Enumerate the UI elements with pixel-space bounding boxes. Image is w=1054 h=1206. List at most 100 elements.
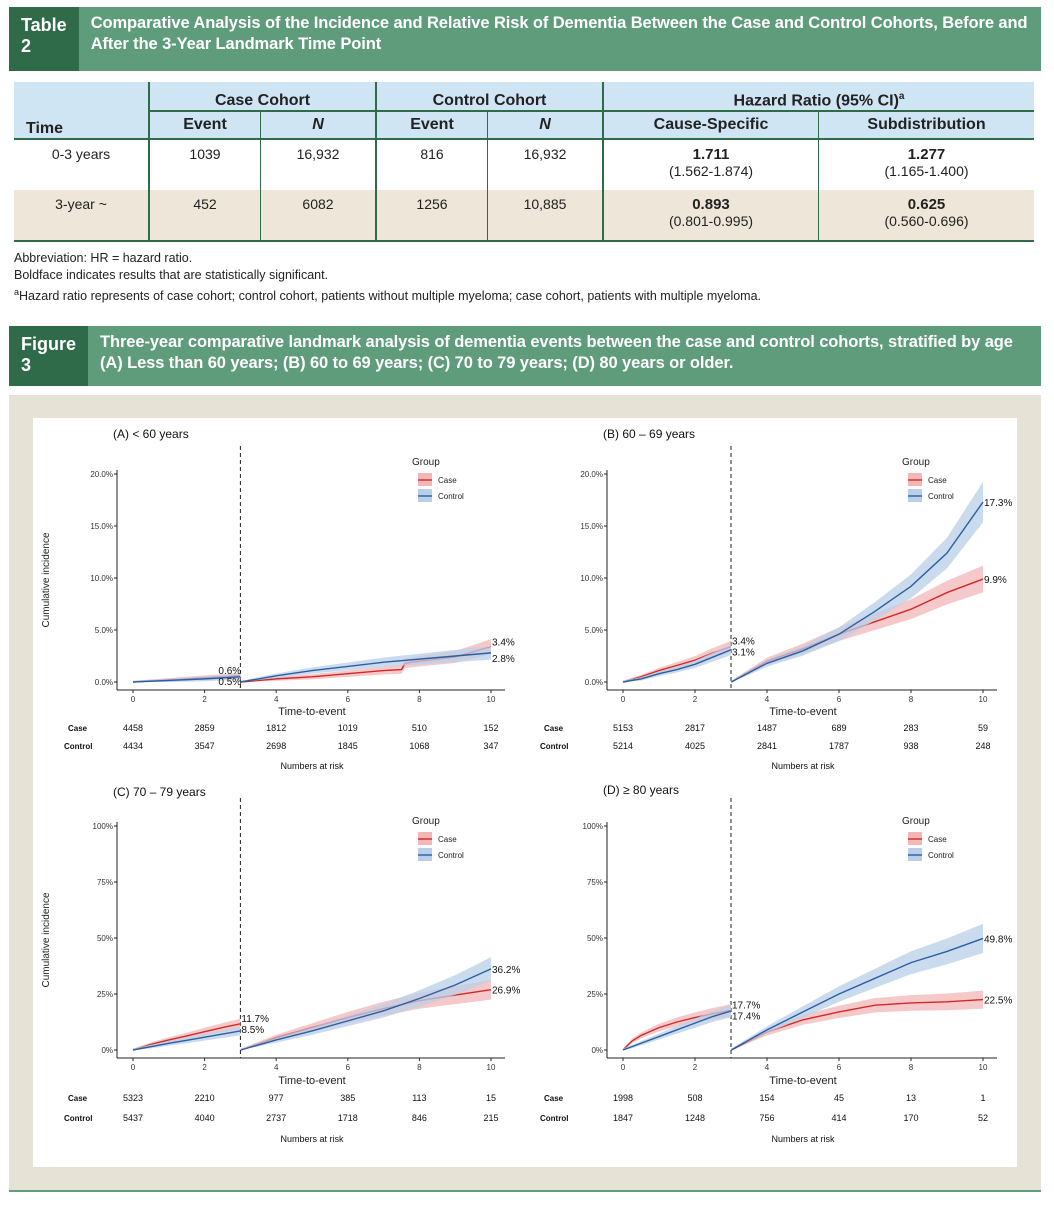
legend-entry-case: Case	[928, 476, 947, 485]
x-tick-label: 8	[909, 1063, 914, 1072]
chart-title: (C) 70 – 79 years	[113, 785, 206, 799]
x-tick-label: 6	[346, 695, 351, 704]
ci-band-control	[133, 1026, 241, 1050]
risk-value: 1998	[613, 1093, 633, 1103]
cell-subdistribution: 1.277 (1.165-1.400)	[818, 139, 1034, 190]
landmark-label-case: 11.7%	[241, 1014, 269, 1025]
risk-value: 1845	[338, 741, 358, 751]
risk-value: 5437	[123, 1113, 143, 1123]
landmark-label-control: 3.1%	[732, 648, 755, 659]
legend-entry-control: Control	[928, 851, 954, 860]
legend-entry-control: Control	[928, 492, 954, 501]
x-tick-label: 10	[487, 695, 496, 704]
y-tick-label: 5.0%	[95, 626, 113, 635]
risk-value: 283	[903, 723, 918, 733]
ci-value: (1.165-1.400)	[884, 163, 969, 179]
y-tick-label: 50%	[587, 934, 603, 943]
risk-value: 1847	[613, 1113, 633, 1123]
x-tick-label: 0	[621, 695, 626, 704]
x-tick-label: 4	[765, 695, 770, 704]
risk-value: 1019	[338, 723, 358, 733]
header-case-event: Event	[148, 110, 261, 139]
chart-title: (D) ≥ 80 years	[603, 783, 679, 797]
series-line-control	[622, 1010, 732, 1051]
cell-case-event: 452	[148, 190, 261, 241]
bottom-rule	[9, 1190, 1041, 1192]
landmark-label-control: 17.4%	[732, 1011, 760, 1022]
risk-row-label: Case	[544, 724, 564, 733]
y-tick-label: 75%	[587, 878, 603, 887]
risk-value: 5323	[123, 1093, 143, 1103]
risk-value: 248	[975, 741, 990, 751]
risk-value: 1487	[757, 723, 777, 733]
risk-value: 2210	[195, 1093, 215, 1103]
header-case-cohort: Case Cohort	[148, 82, 376, 112]
risk-value: 3547	[195, 741, 215, 751]
risk-value: 1718	[338, 1113, 358, 1123]
landmark-label-case: 3.4%	[732, 637, 755, 648]
x-tick-label: 6	[837, 1063, 842, 1072]
cell-case-n: 6082	[260, 190, 376, 241]
figure-panel: (A) < 60 years 0.0% 5.0% 10.0% 15.0% 20.0% 0 2 4…	[9, 395, 1041, 1190]
cell-control-n: 16,932	[487, 139, 603, 190]
risk-row-label: Case	[68, 1094, 88, 1103]
x-tick-label: 8	[417, 695, 422, 704]
x-tick-label: 0	[131, 695, 136, 704]
y-tick-label: 0%	[101, 1046, 113, 1055]
legend-title: Group	[412, 457, 440, 468]
legend-entry-control: Control	[438, 851, 464, 860]
risk-value: 170	[903, 1113, 918, 1123]
legend-title: Group	[902, 457, 930, 468]
y-tick-label: 15.0%	[90, 522, 113, 531]
risk-row-label: Case	[68, 724, 88, 733]
series-line-control	[731, 501, 984, 683]
x-tick-label: 2	[202, 695, 207, 704]
risk-value: 1248	[685, 1113, 705, 1123]
legend-entry-case: Case	[438, 476, 457, 485]
x-tick-label: 4	[765, 1063, 770, 1072]
ci-band-control	[731, 923, 983, 1050]
series-line-control	[622, 649, 732, 683]
x-tick-label: 2	[202, 1063, 207, 1072]
x-tick-label: 4	[274, 695, 279, 704]
header-hazard-ratio-sup: a	[898, 90, 905, 102]
table-caption-bar: Table 2 Comparative Analysis of the Inci…	[9, 7, 1041, 71]
cell-cause-specific: 1.711 (1.562-1.874)	[602, 139, 819, 190]
risk-table-title: Numbers at risk	[280, 1134, 344, 1144]
x-tick-label: 0	[621, 1063, 626, 1072]
x-tick-label: 6	[837, 695, 842, 704]
risk-value: 45	[834, 1093, 844, 1103]
y-tick-label: 20.0%	[580, 470, 603, 479]
y-tick-label: 25%	[587, 990, 603, 999]
note-sup: a	[14, 287, 20, 297]
x-axis-label: Time-to-event	[769, 1075, 836, 1087]
risk-value: 508	[687, 1093, 702, 1103]
series-line-case	[132, 1023, 241, 1051]
end-label-control: 49.8%	[984, 934, 1012, 945]
risk-value: 510	[412, 723, 427, 733]
y-tick-label: 5.0%	[585, 626, 603, 635]
legend-entry-control: Control	[438, 492, 464, 501]
y-tick-label: 50%	[97, 934, 113, 943]
risk-value: 2817	[685, 723, 705, 733]
cell-subdistribution: 0.625 (0.560-0.696)	[818, 190, 1034, 241]
cell-case-event: 1039	[148, 139, 261, 190]
note-hazard-ratio-text: Hazard ratio represents of case cohort; …	[19, 289, 762, 304]
risk-value: 1812	[266, 723, 286, 733]
end-label-control: 17.3%	[984, 498, 1012, 509]
risk-value: 689	[831, 723, 846, 733]
ci-value: (0.560-0.696)	[884, 213, 969, 229]
series-line-control	[240, 652, 492, 683]
y-tick-label: 25%	[97, 990, 113, 999]
y-tick-label: 15.0%	[580, 522, 603, 531]
cell-time: 3-year ~	[14, 190, 149, 241]
x-tick-label: 10	[487, 1063, 496, 1072]
risk-value: 59	[978, 723, 988, 733]
ci-band-case	[731, 990, 983, 1050]
chart-title: (A) < 60 years	[113, 427, 189, 441]
table-row: 3-year ~ 452 6082 1256 10,885 0.893 (0.80…	[14, 190, 1034, 241]
cell-control-event: 1256	[375, 190, 488, 241]
y-tick-label: 20.0%	[90, 470, 113, 479]
header-control-event: Event	[375, 110, 488, 139]
x-tick-label: 8	[417, 1063, 422, 1072]
